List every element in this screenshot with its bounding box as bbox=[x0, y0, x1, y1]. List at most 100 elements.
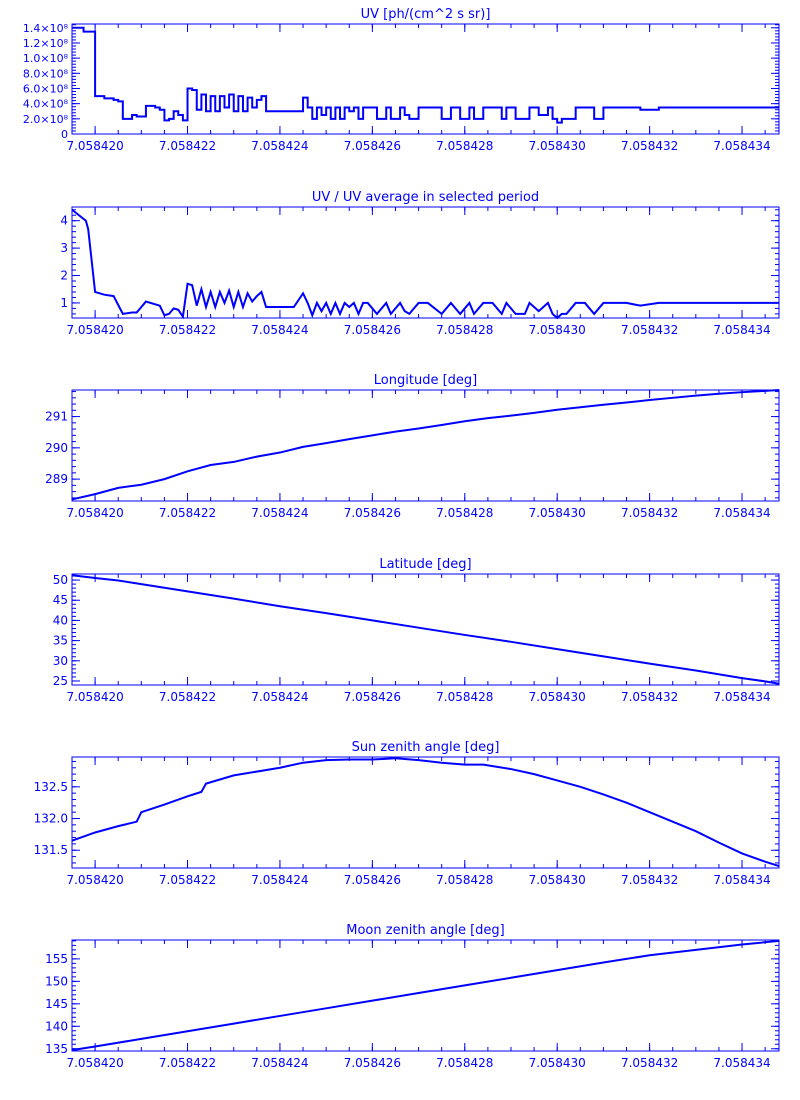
x-tick-label: 7.058426 bbox=[344, 139, 401, 153]
y-tick-label: 132.0 bbox=[34, 812, 68, 826]
chart-title: UV / UV average in selected period bbox=[312, 190, 539, 205]
y-tick-label: 35 bbox=[53, 634, 68, 648]
x-tick-label: 7.058430 bbox=[529, 139, 586, 153]
y-tick-label: 290 bbox=[45, 441, 68, 455]
y-tick-label: 135 bbox=[45, 1042, 68, 1056]
chart-panel: Sun zenith angle [deg] 7.058420 7.058422 7.… bbox=[34, 740, 780, 887]
series-line bbox=[71, 757, 780, 868]
chart-title: UV [ph/(cm^2 s sr)] bbox=[361, 7, 491, 22]
x-tick-label: 7.058424 bbox=[251, 1056, 308, 1070]
x-tick-label: 7.058426 bbox=[344, 690, 401, 704]
x-tick-label: 7.058430 bbox=[529, 506, 586, 520]
y-tick-label: 155 bbox=[45, 952, 68, 966]
x-tick-label: 7.058428 bbox=[436, 690, 493, 704]
y-tick-label: 1.4×10⁸ bbox=[23, 22, 69, 35]
x-tick-label: 7.058432 bbox=[621, 139, 678, 153]
plot-frame bbox=[71, 573, 780, 686]
x-tick-label: 7.058434 bbox=[713, 690, 770, 704]
x-tick-label: 7.058430 bbox=[529, 873, 586, 887]
y-tick-label: 4.0×10⁸ bbox=[23, 98, 69, 111]
y-tick-label: 1.0×10⁸ bbox=[23, 52, 69, 65]
y-tick-label: 2.0×10⁸ bbox=[23, 113, 69, 126]
y-tick-label: 291 bbox=[45, 410, 68, 424]
y-tick-label: 6.0×10⁸ bbox=[23, 82, 69, 95]
x-tick-label: 7.058424 bbox=[251, 139, 308, 153]
x-tick-label: 7.058428 bbox=[436, 873, 493, 887]
x-tick-label: 7.058420 bbox=[66, 690, 123, 704]
series-line bbox=[71, 939, 780, 1052]
chart-title: Latitude [deg] bbox=[379, 557, 471, 572]
x-tick-label: 7.058432 bbox=[621, 323, 678, 337]
y-tick-label: 140 bbox=[45, 1019, 68, 1033]
x-tick-label: 7.058422 bbox=[159, 323, 216, 337]
x-tick-label: 7.058422 bbox=[159, 139, 216, 153]
chart-title: Moon zenith angle [deg] bbox=[346, 923, 504, 938]
x-tick-label: 7.058430 bbox=[529, 690, 586, 704]
chart-title: Longitude [deg] bbox=[374, 373, 477, 388]
chart-panel: Longitude [deg] 7.058420 7.058422 7.058424 7… bbox=[45, 373, 780, 520]
y-tick-label: 3 bbox=[60, 241, 68, 255]
series-line bbox=[72, 26, 779, 124]
x-tick-label: 7.058422 bbox=[159, 690, 216, 704]
x-tick-label: 7.058428 bbox=[436, 323, 493, 337]
series-line bbox=[71, 389, 780, 501]
x-tick-label: 7.058424 bbox=[251, 873, 308, 887]
plot-frame bbox=[71, 206, 780, 319]
y-tick-label: 145 bbox=[45, 997, 68, 1011]
x-tick-label: 7.058420 bbox=[66, 873, 123, 887]
x-tick-label: 7.058428 bbox=[436, 506, 493, 520]
x-tick-label: 7.058420 bbox=[66, 139, 123, 153]
y-tick-label: 0 bbox=[61, 128, 68, 141]
chart-title: Sun zenith angle [deg] bbox=[352, 740, 500, 755]
panels: UV [ph/(cm^2 s sr)] 7.058420 7.058422 7.058… bbox=[23, 7, 780, 1070]
plot-frame bbox=[71, 389, 780, 502]
y-tick-label: 132.5 bbox=[34, 780, 68, 794]
chart-panel: UV [ph/(cm^2 s sr)] 7.058420 7.058422 7.058… bbox=[23, 7, 780, 153]
x-tick-label: 7.058434 bbox=[713, 1056, 770, 1070]
y-tick-label: 4 bbox=[60, 214, 68, 228]
x-tick-label: 7.058432 bbox=[621, 506, 678, 520]
series-line bbox=[71, 208, 779, 320]
y-tick-label: 1 bbox=[60, 296, 68, 310]
x-tick-label: 7.058420 bbox=[66, 506, 123, 520]
x-tick-label: 7.058428 bbox=[436, 139, 493, 153]
x-tick-label: 7.058428 bbox=[436, 1056, 493, 1070]
chart-panel: UV / UV average in selected period 7.0584… bbox=[60, 190, 780, 337]
x-tick-label: 7.058422 bbox=[159, 506, 216, 520]
x-tick-label: 7.058424 bbox=[251, 506, 308, 520]
chart-panel: Moon zenith angle [deg] 7.058420 7.058422 7… bbox=[45, 923, 780, 1070]
y-tick-label: 40 bbox=[53, 613, 68, 627]
chart-panel: Latitude [deg] 7.058420 7.058422 7.058424 7.… bbox=[53, 557, 780, 704]
x-tick-label: 7.058420 bbox=[66, 1056, 123, 1070]
x-tick-label: 7.058432 bbox=[621, 690, 678, 704]
y-tick-label: 289 bbox=[45, 472, 68, 486]
y-tick-label: 50 bbox=[53, 573, 68, 587]
y-tick-label: 25 bbox=[53, 674, 68, 688]
y-tick-label: 30 bbox=[53, 654, 68, 668]
series-line bbox=[71, 574, 780, 685]
x-tick-label: 7.058434 bbox=[713, 139, 770, 153]
x-tick-label: 7.058430 bbox=[529, 323, 586, 337]
x-tick-label: 7.058434 bbox=[713, 873, 770, 887]
y-tick-label: 45 bbox=[53, 593, 68, 607]
x-tick-label: 7.058422 bbox=[159, 873, 216, 887]
x-tick-label: 7.058434 bbox=[713, 506, 770, 520]
plot-frame bbox=[71, 939, 780, 1052]
x-tick-label: 7.058420 bbox=[66, 323, 123, 337]
x-tick-label: 7.058424 bbox=[251, 323, 308, 337]
x-tick-label: 7.058422 bbox=[159, 1056, 216, 1070]
x-tick-label: 7.058424 bbox=[251, 690, 308, 704]
y-tick-label: 1.2×10⁸ bbox=[23, 37, 69, 50]
x-tick-label: 7.058432 bbox=[621, 1056, 678, 1070]
x-tick-label: 7.058434 bbox=[713, 323, 770, 337]
x-tick-label: 7.058426 bbox=[344, 1056, 401, 1070]
x-tick-label: 7.058426 bbox=[344, 323, 401, 337]
y-tick-label: 2 bbox=[60, 269, 68, 283]
y-tick-label: 150 bbox=[45, 974, 68, 988]
x-tick-label: 7.058426 bbox=[344, 873, 401, 887]
y-tick-label: 8.0×10⁸ bbox=[23, 67, 69, 80]
x-tick-label: 7.058432 bbox=[621, 873, 678, 887]
x-tick-label: 7.058426 bbox=[344, 506, 401, 520]
